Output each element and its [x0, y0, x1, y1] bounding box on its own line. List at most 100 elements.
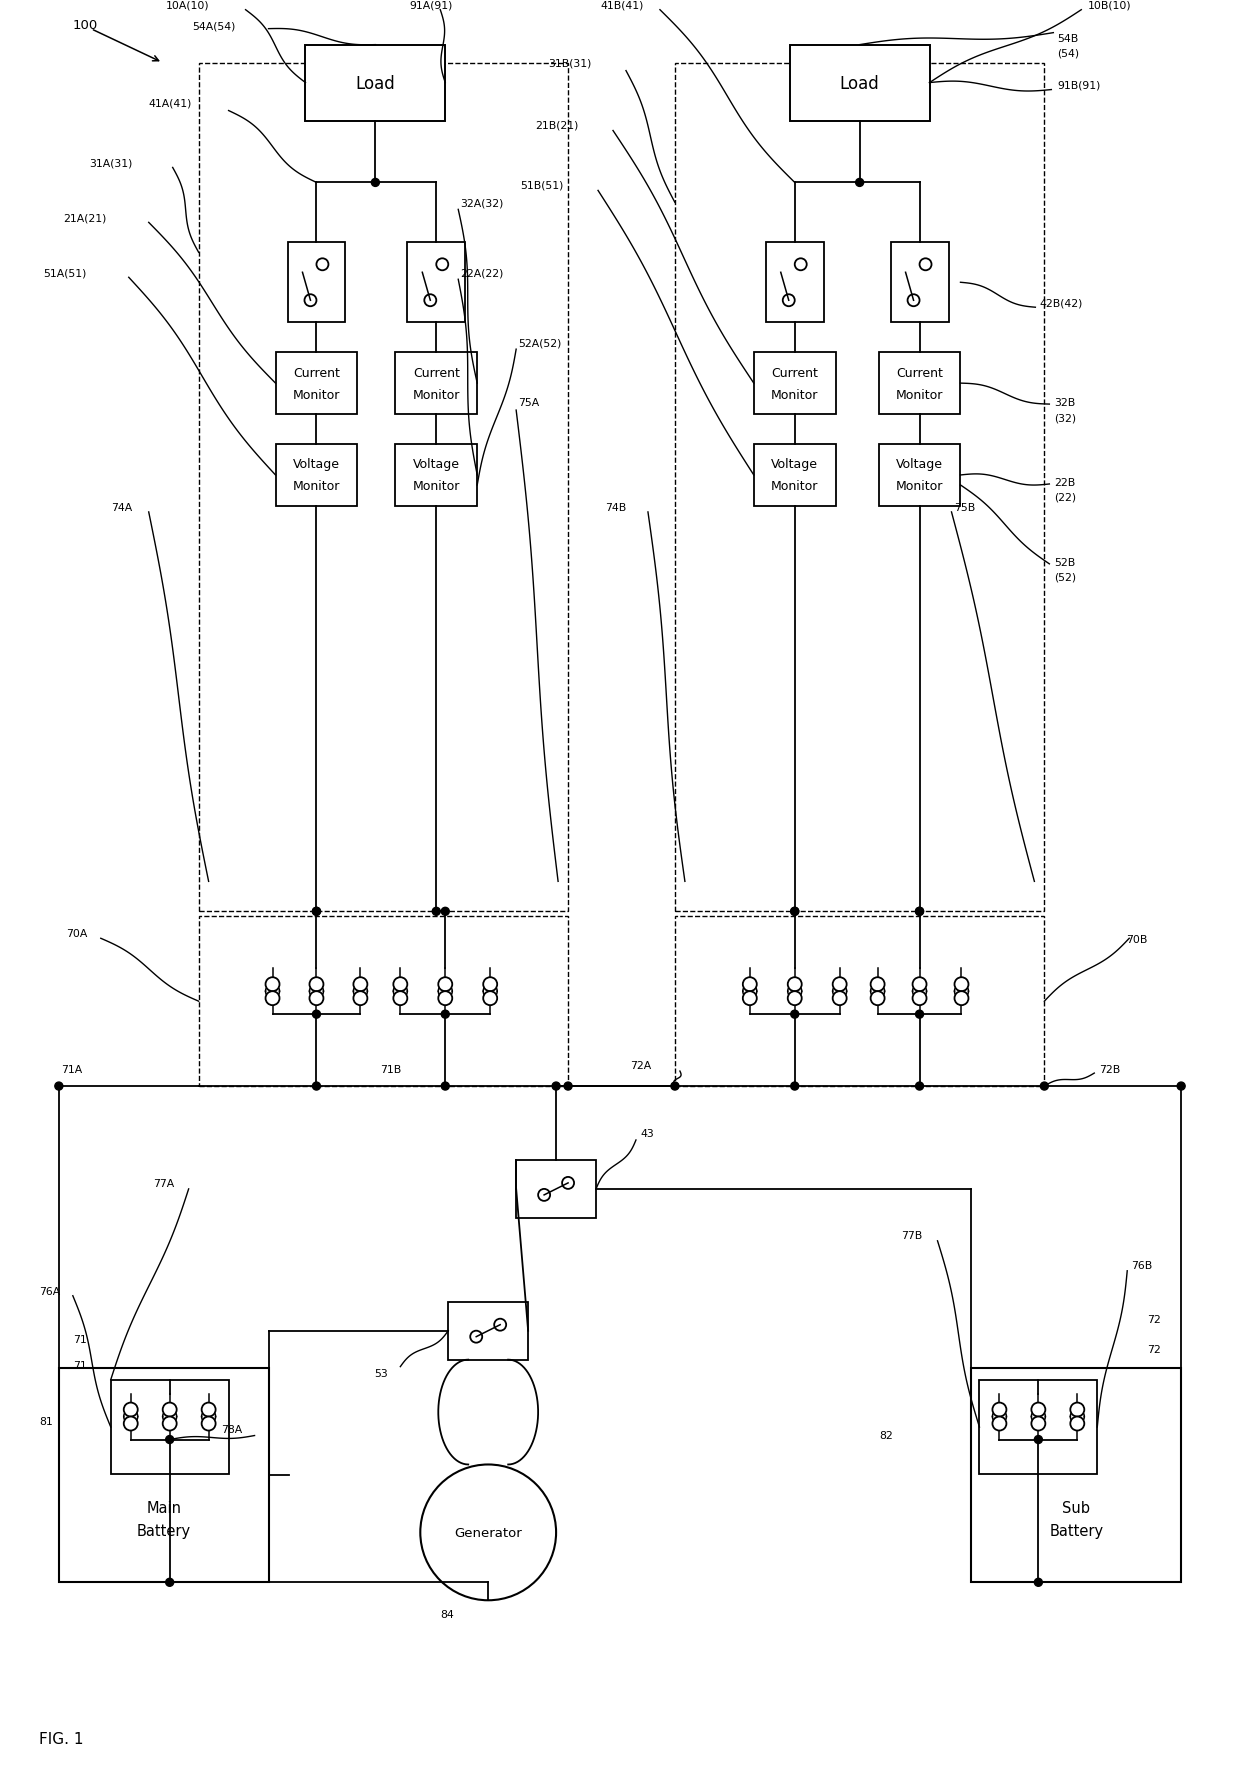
Circle shape	[791, 908, 799, 915]
Text: 32A(32): 32A(32)	[460, 198, 503, 208]
Circle shape	[371, 180, 379, 187]
Text: Voltage: Voltage	[293, 457, 340, 472]
Circle shape	[1070, 1403, 1084, 1417]
Circle shape	[915, 908, 924, 915]
Circle shape	[353, 977, 367, 991]
Bar	[675, 917, 1044, 1086]
Circle shape	[424, 295, 436, 308]
Text: Sub: Sub	[1063, 1501, 1090, 1515]
Bar	[396, 445, 477, 507]
Bar	[879, 445, 961, 507]
Circle shape	[312, 908, 320, 915]
Text: Monitor: Monitor	[293, 481, 340, 493]
Text: 43: 43	[640, 1129, 653, 1139]
Circle shape	[538, 1189, 551, 1202]
Circle shape	[441, 908, 449, 915]
Circle shape	[955, 991, 968, 1006]
Text: Current: Current	[413, 367, 460, 379]
Text: Voltage: Voltage	[771, 457, 818, 472]
Text: 74B: 74B	[605, 502, 626, 513]
Circle shape	[312, 1082, 320, 1091]
Text: 42B(42): 42B(42)	[1039, 297, 1083, 308]
Bar	[675, 64, 1044, 911]
Text: 21B(21): 21B(21)	[536, 121, 579, 130]
Text: 72: 72	[1147, 1314, 1161, 1324]
Circle shape	[1032, 1417, 1045, 1431]
Text: 84: 84	[440, 1609, 454, 1620]
Text: 72: 72	[1147, 1344, 1161, 1355]
Circle shape	[420, 1465, 556, 1600]
Circle shape	[920, 260, 931, 271]
Circle shape	[1032, 1403, 1045, 1417]
Circle shape	[316, 260, 329, 271]
Text: 31B(31): 31B(31)	[548, 59, 591, 69]
Text: 21A(21): 21A(21)	[63, 214, 107, 222]
Circle shape	[312, 1011, 320, 1018]
Circle shape	[484, 991, 497, 1006]
Circle shape	[438, 977, 453, 991]
Bar	[879, 352, 961, 415]
Text: Main: Main	[146, 1501, 181, 1515]
Text: 51B(51): 51B(51)	[520, 180, 563, 190]
Circle shape	[908, 295, 920, 308]
Text: 32B: 32B	[1054, 399, 1075, 408]
Circle shape	[782, 295, 795, 308]
Circle shape	[441, 1082, 449, 1091]
Text: 76B: 76B	[1131, 1260, 1152, 1271]
Text: Monitor: Monitor	[771, 388, 818, 401]
Bar	[516, 1161, 596, 1218]
Circle shape	[162, 1403, 176, 1417]
Circle shape	[1034, 1579, 1043, 1586]
Circle shape	[484, 977, 497, 991]
Text: 22B: 22B	[1054, 477, 1075, 488]
Text: Current: Current	[771, 367, 818, 379]
Text: Load: Load	[839, 75, 879, 93]
Text: 82: 82	[879, 1429, 893, 1440]
Circle shape	[1034, 1436, 1043, 1444]
Bar	[980, 1380, 1097, 1474]
Circle shape	[791, 1011, 799, 1018]
Text: Battery: Battery	[1049, 1524, 1104, 1538]
Text: 77B: 77B	[901, 1230, 923, 1241]
Bar	[305, 46, 445, 121]
Circle shape	[913, 991, 926, 1006]
Circle shape	[795, 260, 807, 271]
Circle shape	[124, 1403, 138, 1417]
Circle shape	[55, 1082, 63, 1091]
Text: Current: Current	[293, 367, 340, 379]
Circle shape	[305, 295, 316, 308]
Circle shape	[202, 1403, 216, 1417]
Text: 54A(54): 54A(54)	[192, 21, 236, 32]
Text: 77A: 77A	[153, 1178, 174, 1189]
Text: 10A(10): 10A(10)	[166, 0, 210, 11]
Circle shape	[791, 1082, 799, 1091]
Circle shape	[166, 1579, 174, 1586]
Bar	[396, 352, 477, 415]
Text: 72A: 72A	[630, 1061, 651, 1070]
Text: 53: 53	[374, 1367, 388, 1378]
Circle shape	[310, 977, 324, 991]
Circle shape	[1040, 1082, 1048, 1091]
Bar	[971, 1367, 1182, 1582]
Text: (22): (22)	[1054, 493, 1076, 502]
Circle shape	[124, 1417, 138, 1431]
Circle shape	[562, 1177, 574, 1189]
Text: Voltage: Voltage	[897, 457, 944, 472]
Text: Battery: Battery	[136, 1524, 191, 1538]
Text: (54): (54)	[1058, 48, 1080, 59]
Text: 70B: 70B	[1126, 934, 1147, 945]
Text: 78A: 78A	[221, 1424, 242, 1433]
Circle shape	[915, 1082, 924, 1091]
Text: Monitor: Monitor	[895, 388, 944, 401]
Text: Monitor: Monitor	[293, 388, 340, 401]
Text: 76A: 76A	[38, 1285, 60, 1296]
Circle shape	[162, 1417, 176, 1431]
Text: 41A(41): 41A(41)	[149, 98, 192, 109]
Circle shape	[787, 977, 802, 991]
Circle shape	[310, 991, 324, 1006]
Bar	[754, 445, 836, 507]
Circle shape	[955, 977, 968, 991]
Circle shape	[552, 1082, 560, 1091]
Text: 10B(10): 10B(10)	[1087, 0, 1131, 11]
Text: Monitor: Monitor	[771, 481, 818, 493]
